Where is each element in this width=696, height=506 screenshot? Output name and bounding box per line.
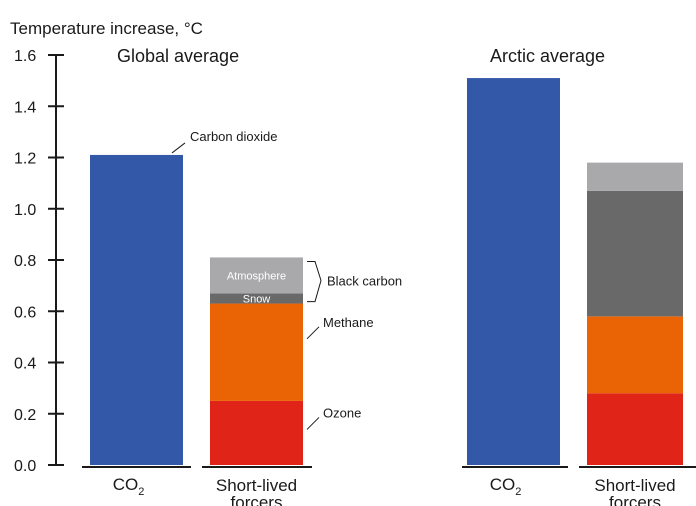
y-tick-label: 1.0: [14, 202, 36, 219]
panel-title: Arctic average: [490, 46, 605, 66]
segment-atmosphere: [210, 257, 303, 294]
y-axis-label: Temperature increase, °C: [10, 19, 203, 38]
annotation-ozone: Ozone: [323, 405, 361, 420]
y-tick-label: 0.6: [14, 304, 36, 321]
segment-label: Atmosphere: [227, 270, 286, 282]
y-tick-label: 0.4: [14, 356, 36, 373]
y-axis: 0.0 0.2 0.4 0.6 0.8 1.0 1.2 1.4 1.6: [14, 48, 696, 475]
black-carbon-bracket: [307, 260, 322, 303]
category-short-lived-label: forcers: [231, 493, 283, 506]
y-tick-label: 1.4: [14, 99, 36, 116]
category-short-lived-label: forcers: [609, 493, 661, 506]
y-tick-label: 1.6: [14, 48, 36, 65]
annotation-leader: [306, 417, 320, 430]
category-co2-label: CO2: [490, 475, 522, 498]
annotation-co2: Carbon dioxide: [190, 129, 277, 144]
segment-atmosphere: [587, 162, 683, 191]
annotation-leader: [171, 142, 186, 154]
y-tick-label: 0.0: [14, 458, 36, 475]
y-tick-label: 0.8: [14, 253, 36, 270]
segment-ozone: [210, 400, 303, 465]
segment-label: Snow: [243, 293, 271, 305]
y-tick-label: 0.2: [14, 407, 36, 424]
segment-methane: [587, 316, 683, 394]
segment-snow: [587, 190, 683, 317]
panel-title: Global average: [117, 46, 239, 66]
annotation-black-carbon: Black carbon: [327, 274, 402, 289]
co2-bar: [90, 154, 183, 465]
category-short-lived-label: Short-lived: [594, 476, 675, 495]
segment-methane: [210, 303, 303, 401]
bars: [90, 78, 683, 465]
annotation-methane: Methane: [323, 315, 374, 330]
y-tick-label: 1.2: [14, 151, 36, 168]
annotation-leader: [306, 326, 320, 340]
segment-snow: [210, 293, 303, 304]
segment-ozone: [587, 393, 683, 465]
co2-bar: [467, 78, 560, 465]
category-short-lived-label: Short-lived: [216, 476, 297, 495]
labels: Global average Snow Atmosphere CO2 Short-liv…: [113, 46, 676, 506]
category-co2-label: CO2: [113, 475, 145, 498]
